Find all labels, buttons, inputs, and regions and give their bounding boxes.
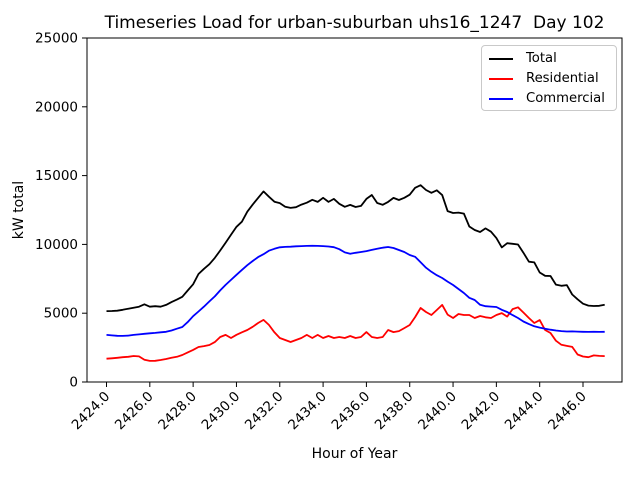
legend-entry-commercial: Commercial — [482, 89, 616, 109]
legend-line-sample-total — [489, 58, 513, 60]
legend-label-commercial: Commercial — [526, 91, 605, 107]
x-axis-tick-label: 2426.0 — [112, 389, 157, 434]
x-axis-tick-label: 2430.0 — [199, 389, 244, 434]
series-line-total — [106, 184, 605, 312]
legend-line-sample-residential — [489, 78, 513, 80]
legend-label-residential: Residential — [526, 71, 599, 87]
x-axis-tick-label: 2432.0 — [242, 389, 287, 434]
legend-entry-total: Total — [482, 49, 616, 69]
y-axis-label-wrap: kW total — [8, 38, 30, 382]
x-axis-tick-label: 2424.0 — [69, 389, 114, 434]
series-line-residential — [106, 303, 605, 362]
x-axis-tick-label: 2446.0 — [545, 389, 590, 434]
x-axis-tick-label: 2442.0 — [458, 389, 503, 434]
legend-line-sample-commercial — [489, 98, 513, 100]
legend-entry-residential: Residential — [482, 69, 616, 89]
y-axis-tick-label: 15000 — [35, 168, 78, 184]
series-line-commercial — [106, 244, 605, 337]
y-axis-tick-label: 20000 — [35, 99, 78, 115]
x-axis-tick-label: 2444.0 — [502, 389, 547, 434]
y-axis-label: kW total — [11, 180, 28, 240]
x-axis-tick-label: 2438.0 — [372, 389, 417, 434]
y-axis-tick-label: 5000 — [44, 306, 78, 322]
y-axis-tick-label: 10000 — [35, 237, 78, 253]
plot-area-border — [86, 37, 623, 383]
x-axis-tick-label: 2428.0 — [155, 389, 200, 434]
x-axis-tick-label: 2434.0 — [285, 389, 330, 434]
legend-label-total: Total — [526, 51, 557, 67]
chart-title: Timeseries Load for urban-suburban uhs16… — [104, 13, 605, 33]
x-axis-tick-label: 2440.0 — [415, 389, 460, 434]
x-axis-tick-label: 2436.0 — [329, 389, 374, 434]
legend: Total Residential Commercial — [481, 45, 617, 111]
y-axis-tick-label: 25000 — [35, 31, 78, 47]
x-axis-label: Hour of Year — [311, 446, 398, 462]
y-axis-tick-label: 0 — [69, 375, 78, 391]
